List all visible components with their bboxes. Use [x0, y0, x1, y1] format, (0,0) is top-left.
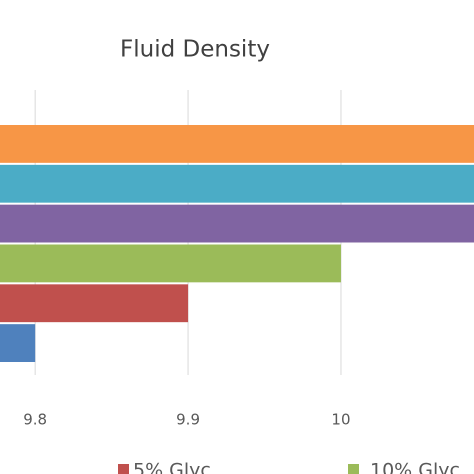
x-tick-label: 9.8	[23, 411, 47, 429]
legend-swatch	[118, 464, 129, 474]
legend-label: 10% Glyc	[370, 460, 460, 474]
legend-label: 5% Glyc	[133, 460, 211, 474]
bar	[0, 125, 474, 163]
bar	[0, 284, 189, 323]
x-tick-label: 10	[331, 411, 350, 429]
legend: 5% Glyc 10% Glyc	[118, 460, 460, 474]
bar	[0, 324, 36, 362]
bar	[0, 244, 341, 283]
legend-swatch	[348, 464, 359, 474]
bars	[0, 125, 474, 362]
bar	[0, 204, 474, 243]
bar	[0, 164, 474, 203]
x-tick-label: 9.9	[176, 411, 200, 429]
chart-title: Fluid Density	[120, 37, 270, 63]
